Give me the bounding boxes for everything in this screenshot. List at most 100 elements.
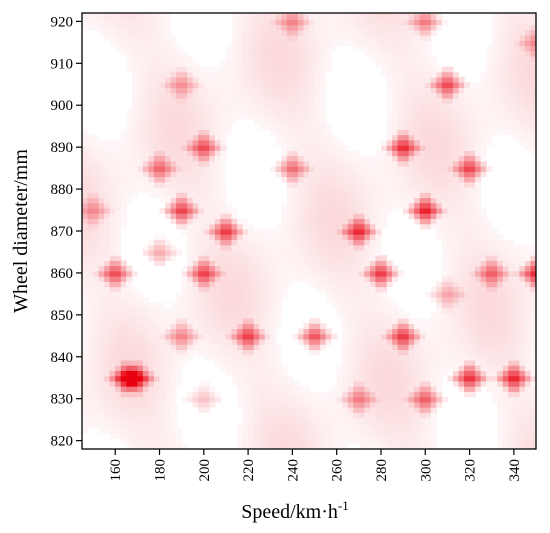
heat-cell — [491, 312, 498, 319]
heat-cell — [131, 24, 138, 31]
heat-cell — [502, 97, 509, 104]
heat-cell — [170, 113, 177, 120]
heat-cell — [425, 24, 432, 31]
heat-cell — [386, 13, 393, 15]
heat-cell — [469, 186, 476, 193]
heat-cell — [203, 103, 210, 109]
heat-cell — [198, 291, 205, 298]
heat-cell — [408, 55, 415, 62]
heat-cell — [170, 150, 177, 157]
heat-cell — [176, 317, 183, 324]
heat-cell — [93, 244, 100, 251]
heat-cell — [170, 412, 177, 419]
heat-cell — [441, 213, 449, 220]
heat-cell — [342, 281, 349, 288]
heat-cell — [275, 61, 282, 68]
heat-cell — [104, 375, 111, 382]
heat-cell — [275, 407, 282, 413]
heat-cell — [87, 192, 94, 199]
heat-cell — [104, 234, 111, 240]
heat-cell — [275, 281, 282, 288]
heat-cell — [325, 61, 332, 68]
heat-cell — [314, 35, 321, 41]
heat-cell — [176, 71, 183, 78]
heat-cell — [369, 176, 377, 183]
heat-cell — [469, 370, 476, 377]
heat-cell — [419, 380, 426, 387]
heat-cell — [508, 270, 515, 277]
heat-cell — [286, 186, 293, 193]
heat-cell — [325, 260, 332, 267]
heat-cell — [497, 113, 504, 120]
heat-cell — [297, 218, 305, 225]
heat-cell — [137, 323, 144, 330]
heat-cell — [414, 145, 421, 151]
heat-cell — [120, 328, 127, 335]
heat-cell — [464, 260, 471, 267]
heat-cell — [242, 239, 249, 246]
heat-cell — [364, 265, 371, 272]
heat-cell — [430, 202, 437, 209]
heat-cell — [414, 213, 421, 220]
heat-cell — [513, 365, 520, 371]
heat-cell — [353, 181, 360, 188]
heat-cell — [497, 129, 504, 136]
heat-cell — [375, 312, 382, 319]
heat-cell — [198, 192, 205, 199]
heat-cell — [209, 302, 216, 309]
heat-cell — [414, 150, 421, 157]
heat-cell — [297, 160, 305, 167]
heat-cell — [209, 228, 216, 235]
heat-cell — [452, 207, 460, 214]
heat-cell — [452, 297, 460, 303]
heat-cell — [220, 155, 227, 162]
heat-cell — [198, 270, 205, 277]
heat-cell — [198, 97, 205, 104]
heat-cell — [508, 92, 515, 99]
heat-cell — [364, 213, 371, 220]
heat-cell — [436, 103, 443, 109]
heat-cell — [109, 213, 116, 220]
heat-cell — [115, 29, 122, 36]
heat-cell — [458, 307, 465, 314]
heat-cell — [82, 380, 89, 387]
heat-cell — [131, 370, 138, 377]
heat-cell — [458, 228, 465, 235]
heat-cell — [380, 317, 388, 324]
heat-cell — [203, 302, 210, 309]
heat-cell — [314, 317, 321, 324]
heat-cell — [430, 197, 437, 204]
heat-cell — [397, 103, 404, 109]
heat-cell — [358, 207, 365, 214]
heat-cell — [93, 150, 100, 157]
heat-cell — [320, 40, 327, 47]
heat-cell — [436, 380, 443, 387]
heat-cell — [491, 265, 498, 272]
heat-cell — [480, 155, 487, 162]
heat-cell — [286, 438, 293, 445]
heat-cell — [87, 14, 94, 20]
heat-cell — [220, 312, 227, 319]
heat-cell — [237, 223, 244, 230]
heat-cell — [425, 412, 432, 419]
heat-cell — [497, 443, 504, 449]
heat-cell — [137, 118, 144, 125]
heat-cell — [87, 286, 94, 293]
heat-cell — [397, 192, 404, 199]
heat-cell — [153, 344, 161, 351]
heat-cell — [502, 412, 509, 419]
heat-cell — [430, 370, 437, 377]
heat-cell — [165, 35, 172, 41]
heat-cell — [436, 108, 443, 115]
heat-cell — [480, 113, 487, 120]
heat-cell — [342, 276, 349, 282]
heat-cell — [502, 370, 509, 377]
heat-cell — [270, 66, 277, 73]
heat-cell — [486, 328, 493, 335]
heat-cell — [286, 213, 293, 220]
heat-cell — [159, 118, 166, 125]
heat-cell — [275, 422, 282, 429]
heat-cell — [469, 260, 476, 267]
heat-cell — [115, 422, 122, 429]
heat-cell — [120, 359, 127, 366]
